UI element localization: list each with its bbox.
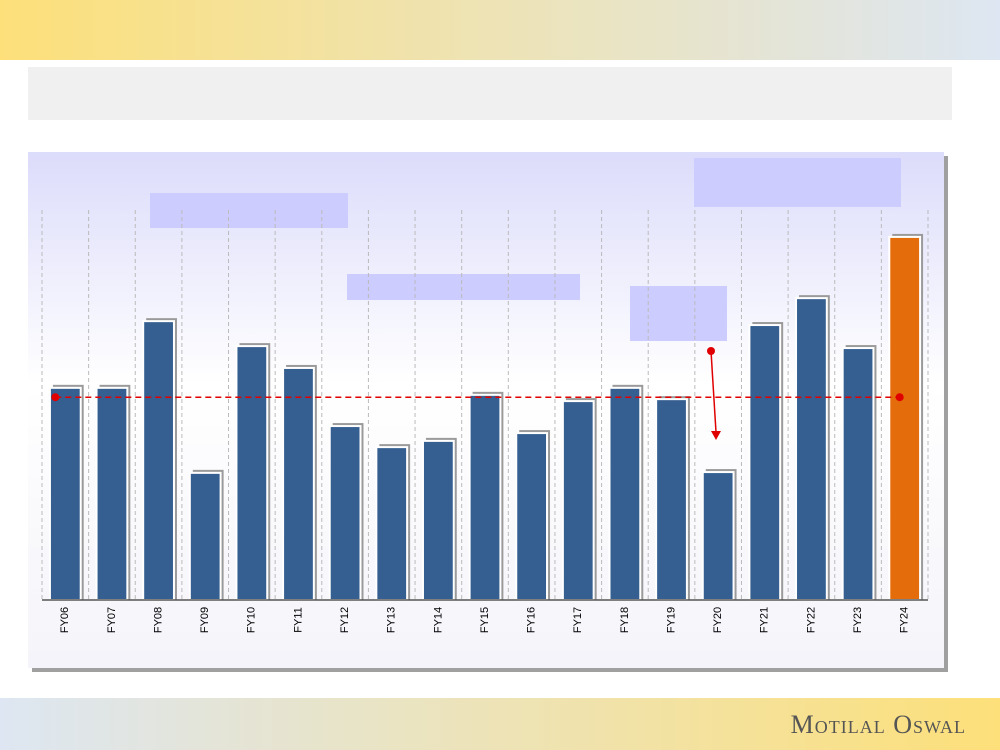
x-tick-label: FY21 [759, 607, 771, 633]
header-band [0, 0, 1000, 60]
x-tick-label: FY24 [899, 607, 911, 633]
x-tick-label: FY17 [572, 607, 584, 633]
x-tick-label: FY16 [526, 607, 538, 633]
bar [375, 446, 409, 601]
x-tick-label: FY14 [432, 607, 444, 633]
bar [421, 439, 455, 601]
average-dot [51, 393, 60, 402]
bar [888, 235, 922, 601]
annotation-box [150, 193, 348, 228]
x-tick-label: FY06 [59, 607, 71, 633]
x-tick-label: FY23 [852, 607, 864, 633]
arrow [710, 350, 717, 433]
bar [48, 386, 82, 601]
bar [235, 345, 269, 601]
x-tick-label: FY20 [712, 607, 724, 633]
bar [701, 471, 735, 601]
x-tick-label: FY15 [479, 607, 491, 633]
bar [328, 425, 362, 601]
bar [795, 297, 828, 601]
bar [142, 320, 175, 601]
bar [188, 471, 222, 601]
annotation-box [630, 286, 727, 341]
brand: Motilal Oswal [791, 710, 966, 739]
x-tick-label: FY13 [386, 607, 398, 633]
bar [561, 400, 595, 601]
x-tick-label: FY07 [106, 607, 118, 633]
bar [655, 398, 688, 601]
bar [841, 347, 875, 601]
annotation-box [694, 158, 901, 207]
x-tick-label: FY08 [152, 607, 164, 633]
plot: FY06 FY07 FY08 FY09 FY10 FY11 FY12 FY13 FY14 FY15… [41, 210, 929, 633]
title-box [28, 67, 952, 120]
x-tick-label: FY09 [199, 607, 211, 633]
arrow-dot [707, 347, 715, 355]
footer-band [0, 698, 1000, 750]
x-tick-label: FY19 [665, 607, 677, 633]
bar [95, 386, 129, 601]
arrow-head [711, 431, 721, 440]
x-tick-label: FY18 [619, 607, 631, 633]
bar [608, 386, 642, 601]
bar [748, 324, 782, 601]
x-tick-label: FY10 [246, 607, 258, 633]
bar [515, 432, 549, 601]
bar [468, 393, 502, 601]
annotation-box [347, 274, 580, 300]
x-tick-label: FY22 [805, 607, 817, 633]
average-dot [895, 393, 904, 402]
x-tick-label: FY12 [339, 607, 351, 633]
x-tick-label: FY11 [292, 607, 304, 632]
bar [282, 366, 315, 602]
